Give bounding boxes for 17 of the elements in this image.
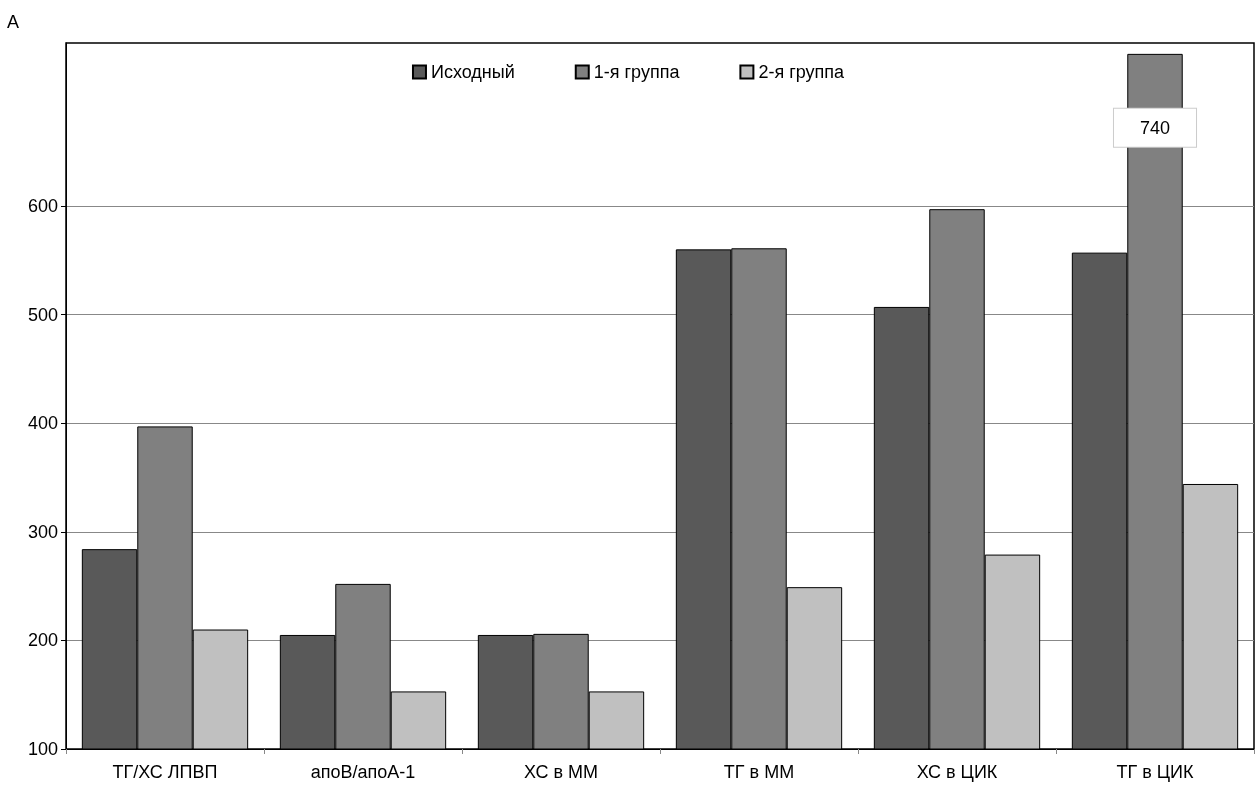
y-tick-label: 600 xyxy=(27,195,58,216)
x-tick-label: ТГ в ЦИК xyxy=(1116,762,1195,782)
legend-label: 1-я группа xyxy=(593,62,681,82)
x-tick-label: ХС в ЦИК xyxy=(916,762,998,782)
y-tick-label: 100 xyxy=(27,739,58,759)
chart-title: A xyxy=(7,12,20,32)
x-tick-label: ХС в ММ xyxy=(524,762,598,782)
x-tick-label: ТГ в ММ xyxy=(723,762,795,782)
y-tick-label: 500 xyxy=(27,304,58,325)
y-tick-label: 300 xyxy=(27,521,58,542)
legend-label: Исходный xyxy=(430,62,515,82)
y-tick-label: 200 xyxy=(27,630,58,651)
y-tick-label: 400 xyxy=(27,413,58,434)
x-tick-label: апоB/апоA-1 xyxy=(310,762,416,782)
x-tick-label: ТГ/ХС ЛПВП xyxy=(112,762,218,782)
legend-label: 2-я группа xyxy=(758,62,846,82)
data-label: 740 xyxy=(1139,117,1171,138)
